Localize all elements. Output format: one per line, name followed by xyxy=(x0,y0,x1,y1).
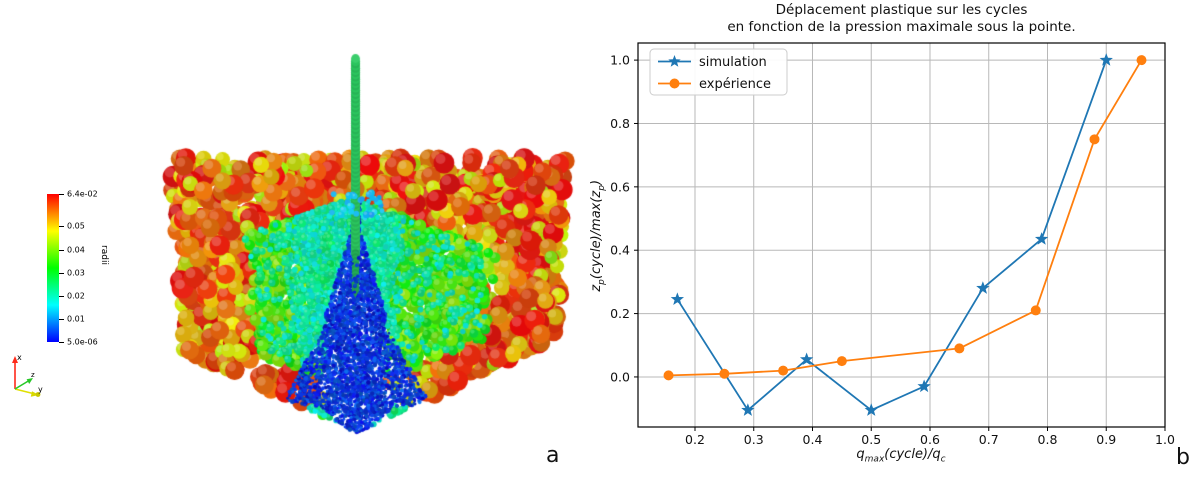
circle-marker xyxy=(1030,305,1041,316)
series-simulation xyxy=(670,53,1113,416)
triad-z-label: z xyxy=(31,371,35,379)
y-tick-label: 0.6 xyxy=(610,179,630,194)
y-tick-label: 0.4 xyxy=(610,243,630,258)
star-marker xyxy=(1034,232,1049,245)
star-marker xyxy=(670,292,685,305)
colorbar-tick xyxy=(59,273,64,274)
star-marker xyxy=(668,55,681,67)
x-tick-label: 0.7 xyxy=(979,432,999,447)
panel-a-label: a xyxy=(546,443,560,468)
star-marker xyxy=(799,352,814,366)
circle-marker xyxy=(719,368,730,379)
colorbar-gradient xyxy=(47,194,59,342)
series-line xyxy=(668,59,1143,377)
x-tick-label: 0.5 xyxy=(861,432,881,447)
legend-label: simulation xyxy=(699,55,767,70)
x-tick-label: 0.8 xyxy=(1038,432,1058,447)
orientation-axes-icon: x y z xyxy=(12,353,43,397)
y-tick-label: 0.2 xyxy=(610,306,630,321)
circle-marker xyxy=(778,365,789,376)
y-tick-label: 1.0 xyxy=(610,53,630,68)
colorbar-tick-label: 5.0e-06 xyxy=(67,337,98,347)
colorbar-tick-label: 0.02 xyxy=(67,291,85,301)
x-axis-label: qmax(cycle)/qc xyxy=(856,447,946,465)
star-marker xyxy=(741,403,755,416)
series-line xyxy=(676,59,1108,412)
y-tick-label: 0.0 xyxy=(610,369,630,384)
colorbar-tick-label: 0.03 xyxy=(67,268,85,278)
x-tick-label: 0.6 xyxy=(920,432,940,447)
particle-scene-canvas xyxy=(0,0,600,478)
circle-marker xyxy=(663,370,674,381)
x-tick-label: 0.3 xyxy=(744,432,764,447)
colorbar-tick xyxy=(59,319,64,320)
x-tick-label: 1.0 xyxy=(1155,432,1175,447)
star-marker xyxy=(1099,53,1113,66)
y-tick-label: 0.8 xyxy=(610,116,630,131)
chart-title: Déplacement plastique sur les cycles en … xyxy=(638,2,1165,36)
x-tick-label: 0.2 xyxy=(685,432,705,447)
chart-title-line1: Déplacement plastique sur les cycles xyxy=(775,2,1028,18)
colorbar-tick-label: 0.05 xyxy=(67,221,85,231)
circle-marker xyxy=(836,356,847,367)
triad-x-label: x xyxy=(17,353,22,362)
colorbar-tick-label: 6.4e-02 xyxy=(67,189,98,199)
chart-title-line2: en fonction de la pression maximale sous… xyxy=(727,19,1076,35)
colorbar-tick xyxy=(59,250,64,251)
colorbar-tick xyxy=(59,194,64,195)
circle-marker xyxy=(1136,55,1147,66)
colorbar-tick xyxy=(59,342,64,343)
colorbar-tick-label: 0.01 xyxy=(67,314,85,324)
axis-ticks: 0.2 0.3 0.4 0.5 0.6 0.7 0.8 0.9 1.0 0.0 0.2 0.4 0.6 0… xyxy=(610,53,1175,447)
panel-b-label: b xyxy=(1176,445,1190,470)
x-tick-label: 0.9 xyxy=(1096,432,1116,447)
star-marker xyxy=(976,281,990,294)
circle-marker xyxy=(954,343,965,354)
colorbar-tick-label: 0.04 xyxy=(67,245,85,255)
grid xyxy=(638,43,1166,427)
x-tick-label: 0.4 xyxy=(803,432,823,447)
plot-area-border xyxy=(637,42,1166,428)
star-marker xyxy=(917,379,931,393)
triad-y-label: y xyxy=(38,385,43,394)
colorbar-tick xyxy=(59,296,64,297)
star-marker xyxy=(864,403,878,416)
series-expérience xyxy=(663,55,1147,381)
colorbar-tick xyxy=(59,226,64,227)
legend: simulation expérience xyxy=(649,48,788,96)
legend-label: expérience xyxy=(699,77,771,92)
y-axis-label: zp(cycle)/max(zp) xyxy=(589,179,607,292)
circle-marker xyxy=(1089,134,1100,145)
